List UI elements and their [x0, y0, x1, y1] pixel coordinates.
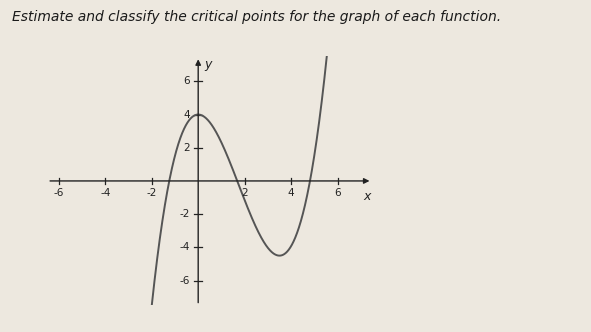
- Text: -6: -6: [180, 276, 190, 286]
- Text: -4: -4: [100, 188, 111, 199]
- Text: -2: -2: [147, 188, 157, 199]
- Text: 6: 6: [183, 76, 190, 86]
- Text: x: x: [364, 190, 371, 203]
- Text: 2: 2: [183, 143, 190, 153]
- Text: -6: -6: [54, 188, 64, 199]
- Text: Estimate and classify the critical points for the graph of each function.: Estimate and classify the critical point…: [12, 10, 501, 24]
- Text: 6: 6: [334, 188, 341, 199]
- Text: -2: -2: [180, 209, 190, 219]
- Text: -4: -4: [180, 242, 190, 252]
- Text: 4: 4: [183, 110, 190, 120]
- Text: 2: 2: [241, 188, 248, 199]
- Text: 4: 4: [288, 188, 294, 199]
- Text: y: y: [204, 58, 212, 71]
